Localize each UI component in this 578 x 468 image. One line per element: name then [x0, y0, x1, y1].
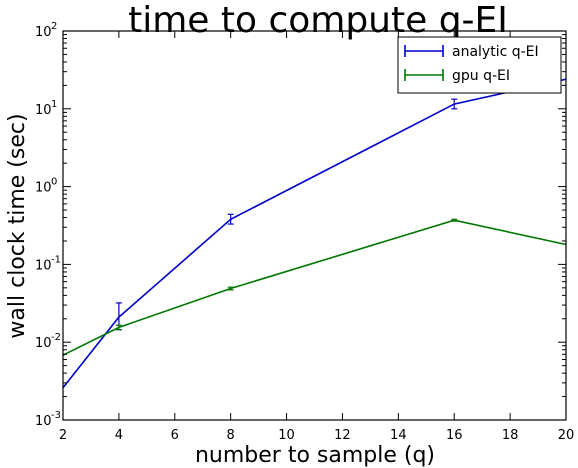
legend-box: [397, 36, 562, 94]
y-tick-base: 10: [35, 336, 52, 351]
y-tick-base: 10: [35, 414, 52, 429]
y-tick-label: 10 -2: [35, 332, 61, 351]
y-tick-label: 10 -3: [35, 410, 61, 429]
y-tick-base: 10: [35, 25, 52, 40]
x-tick-label: 20: [558, 428, 575, 443]
series-line: [62, 219, 567, 356]
x-tick-label: 2: [59, 428, 67, 443]
y-tick-base: 10: [35, 103, 52, 118]
y-tick-exponent: -2: [51, 332, 61, 343]
x-tick-label: 12: [334, 428, 351, 443]
y-tick-exponent: -1: [51, 254, 61, 265]
series-line: [62, 78, 567, 389]
y-tick-base: 10: [35, 181, 52, 196]
x-tick-label: 18: [502, 428, 519, 443]
x-tick-label: 10: [278, 428, 295, 443]
y-axis-label: wall clock time (sec): [5, 113, 30, 338]
legend-label: gpu q-EI: [452, 68, 510, 84]
y-tick-exponent: 1: [51, 99, 57, 110]
y-tick-label: 10 0: [35, 177, 57, 196]
y-tick-label: 10 2: [35, 21, 57, 40]
x-axis-label: number to sample (q): [195, 443, 435, 468]
x-tick-label: 8: [227, 428, 235, 443]
y-tick-exponent: 2: [51, 21, 57, 32]
x-tick-label: 14: [390, 428, 407, 443]
plot-area: [62, 78, 567, 389]
x-tick-label: 4: [115, 428, 123, 443]
x-tick-label: 6: [171, 428, 179, 443]
chart-title: time to compute q-EI: [128, 0, 508, 41]
y-tick-base: 10: [35, 258, 52, 273]
legend-label: analytic q-EI: [452, 44, 539, 60]
y-tick-label: 10 -1: [35, 254, 61, 273]
legend: analytic q-EI gpu q-EI: [397, 36, 562, 94]
x-tick-label: 16: [446, 428, 463, 443]
plot-frame: [62, 30, 567, 421]
y-tick-exponent: 0: [51, 177, 57, 188]
y-tick-label: 10 1: [35, 99, 57, 118]
y-tick-exponent: -3: [51, 410, 61, 421]
